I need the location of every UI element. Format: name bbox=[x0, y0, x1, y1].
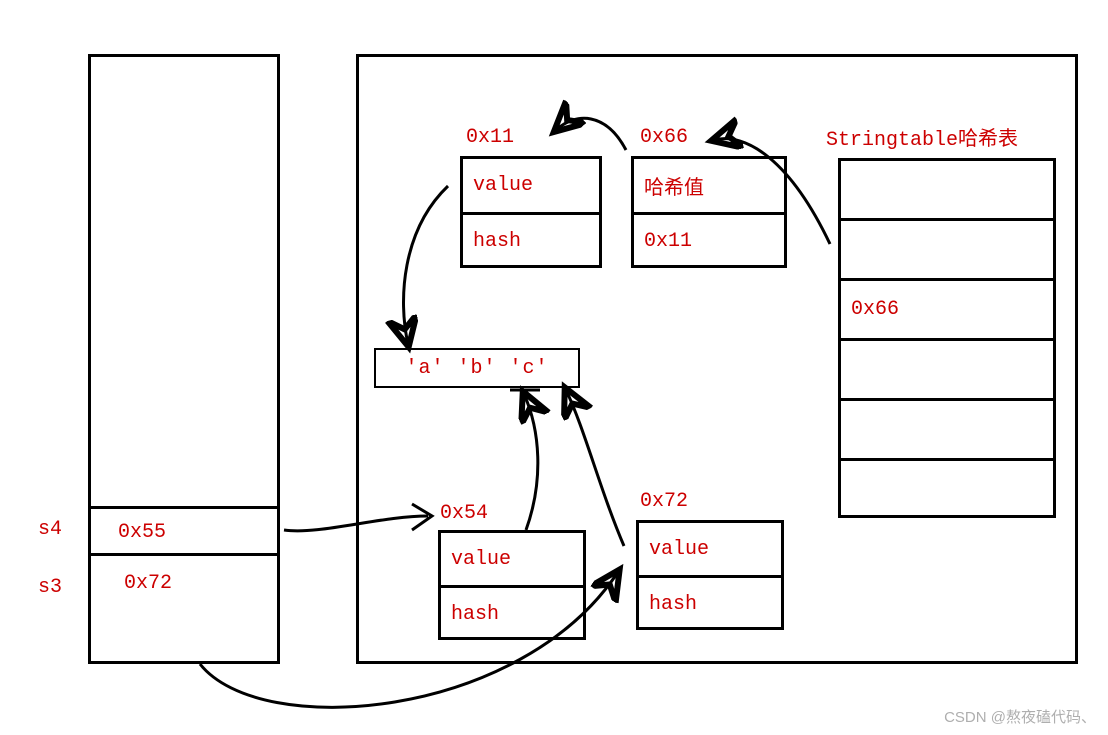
stringtable-row-5 bbox=[841, 461, 1053, 518]
stack-name-s3: s3 bbox=[38, 576, 62, 599]
stringtable-row-2: 0x66 bbox=[841, 281, 1053, 341]
field-0x72-hash: hash bbox=[639, 578, 781, 630]
addr-0x66: 0x66 bbox=[640, 126, 688, 149]
stack-value-s3: 0x72 bbox=[124, 572, 172, 595]
stack-value-s4: 0x55 bbox=[118, 521, 166, 544]
stringtable-box: 0x66 bbox=[838, 158, 1056, 518]
stack-row-s4: 0x55 bbox=[88, 506, 280, 556]
object-0x66: 哈希值 0x11 bbox=[631, 156, 787, 268]
field-0x11-value: value bbox=[463, 159, 599, 215]
stringtable-title: Stringtable哈希表 bbox=[826, 122, 1018, 152]
stringtable-row-1 bbox=[841, 221, 1053, 281]
field-0x11-hash: hash bbox=[463, 215, 599, 268]
field-0x72-value: value bbox=[639, 523, 781, 578]
stringtable-row-4 bbox=[841, 401, 1053, 461]
stringtable-row-0 bbox=[841, 161, 1053, 221]
stringtable-entry-0x66: 0x66 bbox=[851, 298, 899, 321]
field-0x66-ref: 0x11 bbox=[634, 215, 784, 268]
char-array-abc: 'a' 'b' 'c' bbox=[374, 348, 580, 388]
field-0x66-hashval: 哈希值 bbox=[634, 159, 784, 215]
watermark: CSDN @熬夜磕代码、 bbox=[944, 706, 1096, 727]
addr-0x72: 0x72 bbox=[640, 490, 688, 513]
field-0x54-value: value bbox=[441, 533, 583, 588]
stringtable-row-3 bbox=[841, 341, 1053, 401]
object-0x11: value hash bbox=[460, 156, 602, 268]
stack-name-s4: s4 bbox=[38, 518, 62, 541]
field-0x54-hash: hash bbox=[441, 588, 583, 640]
addr-0x54: 0x54 bbox=[440, 502, 488, 525]
object-0x72: value hash bbox=[636, 520, 784, 630]
addr-0x11: 0x11 bbox=[466, 126, 514, 149]
stack-row-s3: 0x72 bbox=[88, 556, 280, 612]
object-0x54: value hash bbox=[438, 530, 586, 640]
